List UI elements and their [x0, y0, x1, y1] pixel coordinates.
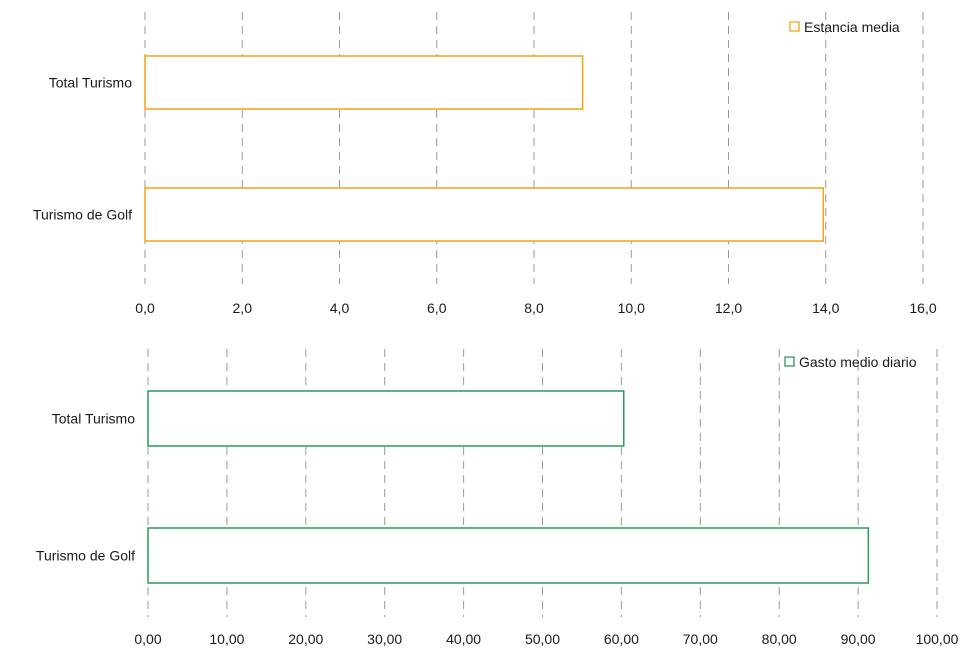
x-tick-label: 6,0: [427, 300, 447, 316]
bar: [147, 390, 625, 447]
category-label: Total Turismo: [49, 75, 132, 91]
x-tick-label: 0,00: [134, 631, 161, 647]
bar: [144, 187, 825, 242]
x-tick-label: 20,00: [288, 631, 323, 647]
x-tick-label: 90,00: [841, 631, 876, 647]
category-label: Turismo de Golf: [33, 207, 132, 223]
x-tick-label: 2,0: [233, 300, 253, 316]
legend-label: Estancia media: [804, 19, 900, 35]
legend-swatch: [789, 21, 800, 32]
x-tick-label: 10,00: [209, 631, 244, 647]
x-tick-label: 4,0: [330, 300, 350, 316]
x-tick-label: 0,0: [135, 300, 155, 316]
x-tick-label: 14,0: [812, 300, 839, 316]
x-tick-label: 10,0: [618, 300, 645, 316]
legend-label: Gasto medio diario: [799, 354, 917, 370]
x-tick-label: 12,0: [715, 300, 742, 316]
x-tick-label: 16,0: [909, 300, 936, 316]
chart-gasto-medio-diario: 0,00 10,00 20,00 30,00 40,00 50,00 60,00 70,00 8…: [36, 349, 959, 647]
x-tick-label: 50,00: [525, 631, 560, 647]
x-tick-label: 70,00: [683, 631, 718, 647]
category-label: Turismo de Golf: [36, 548, 135, 564]
x-tick-label: 80,00: [762, 631, 797, 647]
x-tick-label: 100,00: [916, 631, 959, 647]
bar: [147, 527, 870, 584]
x-tick-label: 30,00: [367, 631, 402, 647]
category-label: Total Turismo: [52, 411, 135, 427]
legend-swatch: [784, 356, 795, 367]
x-tick-label: 40,00: [446, 631, 481, 647]
x-tick-label: 8,0: [524, 300, 544, 316]
chart-estancia-media: 0,0 2,0 4,0 6,0 8,0 10,0 12,0 14,0 16,0 Total Tur…: [33, 12, 937, 316]
bar: [144, 55, 584, 110]
x-tick-label: 60,00: [604, 631, 639, 647]
